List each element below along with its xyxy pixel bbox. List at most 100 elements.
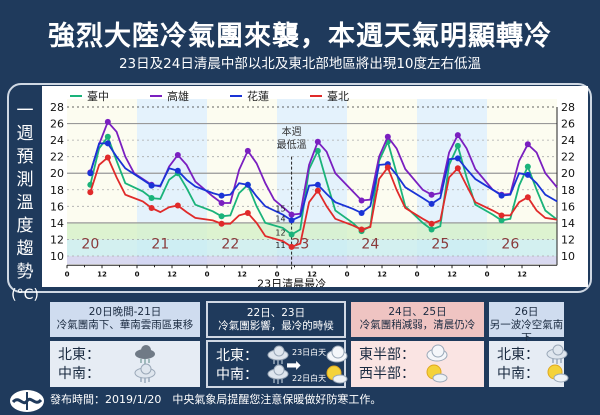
data-point <box>454 155 461 162</box>
data-point <box>314 187 321 194</box>
x-tick-label: 0 <box>485 270 490 278</box>
panel-3-header: 24日、25日 冷氣團稍減弱，清晨仍冷 <box>351 302 484 337</box>
x-tick-label: 12 <box>447 270 457 278</box>
x-tick-label: 12 <box>97 270 107 278</box>
panel-title: 24日、25日 <box>388 306 447 318</box>
region-label: 東半部： <box>359 347 415 363</box>
arrow-right-icon: ➡ <box>286 355 302 376</box>
day-label: 22 <box>221 237 239 253</box>
y-tick-label-right: 24 <box>561 134 575 147</box>
y-tick-label-right: 12 <box>561 233 575 246</box>
sun-cloud-icon <box>424 362 450 392</box>
x-tick-label: 0 <box>65 270 70 278</box>
x-tick-label: 0 <box>345 270 350 278</box>
data-point <box>358 197 365 204</box>
y-tick-label-left: 26 <box>50 118 64 131</box>
y-tick-label-right: 10 <box>561 250 575 263</box>
page-title: 強烈大陸冷氣團來襲，本週天氣明顯轉冷 <box>48 21 552 52</box>
region-label: 中南： <box>497 366 539 382</box>
side-char: 一 <box>16 101 34 121</box>
side-char: 溫 <box>16 193 34 213</box>
panel-desc: 冷氣團影響，最冷的時候 <box>218 320 334 332</box>
lowest-temp-note: 本週 <box>282 125 302 138</box>
region-label: 中南： <box>216 367 258 383</box>
x-tick-label: 0 <box>415 270 420 278</box>
data-point <box>314 138 321 145</box>
legend-label: 臺中 <box>87 89 109 103</box>
data-point <box>87 170 94 177</box>
data-point <box>454 132 461 139</box>
y-tick-label-right: 20 <box>561 167 575 180</box>
lowest-temp-value: 15 <box>275 205 285 214</box>
x-tick-label: 12 <box>167 270 177 278</box>
rain-cloud-icon <box>266 344 292 374</box>
data-point <box>288 243 295 250</box>
panel-desc: 冷氣團稍減弱，清晨仍冷 <box>359 319 476 331</box>
y-tick-label-right: 16 <box>561 200 575 213</box>
data-point <box>148 195 155 202</box>
data-point <box>174 152 181 159</box>
y-tick-label-right: 28 <box>561 101 575 114</box>
region-label: 西半部： <box>359 366 415 382</box>
sun-cloud-icon <box>324 363 350 393</box>
lowest-temp-value: 14 <box>275 214 285 223</box>
day-label: 26 <box>501 237 519 253</box>
panel-1-body: 北東： 中南： <box>50 341 200 387</box>
y-tick-label-right: 26 <box>561 118 575 131</box>
data-point <box>498 217 505 224</box>
side-char: 週 <box>16 124 34 144</box>
rain-cloud-icon <box>133 343 159 373</box>
series-line-臺北 <box>89 156 558 248</box>
data-point <box>104 154 111 161</box>
data-point <box>454 142 461 149</box>
data-point <box>524 194 531 201</box>
panel-2-header: 22日、23日 冷氣團影響，最冷的時候 <box>206 301 346 338</box>
x-tick-label: 12 <box>377 270 387 278</box>
data-point <box>244 181 251 188</box>
x-annotation-label: 23日清晨最冷 <box>257 277 326 287</box>
data-point <box>148 204 155 211</box>
footer-text: 發布時間：2019/1/20 中央氣象局提醒您注意保暖做好防寒工作。 <box>50 393 382 406</box>
x-tick-label: 12 <box>307 270 317 278</box>
y-tick-label-left: 12 <box>50 233 64 246</box>
data-point <box>454 165 461 172</box>
data-point <box>288 217 295 224</box>
day-label: 24 <box>361 237 379 253</box>
data-point <box>428 191 435 198</box>
x-tick-label: 0 <box>205 270 210 278</box>
data-point <box>314 181 321 188</box>
day-label: 23 <box>291 237 309 253</box>
page-subtitle: 23日及24日清晨中部以北及東北部地區將出現10度左右低溫 <box>118 56 482 72</box>
data-point <box>218 200 225 207</box>
panel-4-header: 26日 另一波冷空氣南下 <box>489 302 564 344</box>
panel-1-header: 20日晚間-21日 冷氣團南下、華南雲雨區東移 <box>50 302 200 337</box>
side-label: 一 週 預 測 溫 度 趨 勢 (°C) <box>10 100 40 307</box>
region-label: 北東： <box>497 347 539 363</box>
region-label: 北東： <box>216 348 258 364</box>
series-line-臺中 <box>89 134 558 236</box>
data-point <box>174 167 181 174</box>
region-label: 北東： <box>58 347 100 363</box>
y-tick-label-left: 16 <box>50 200 64 213</box>
lowest-temp-note: 最低溫 <box>277 138 307 151</box>
cwb-logo-icon <box>10 390 44 412</box>
data-point <box>218 213 225 220</box>
time-note: 22日白天 <box>292 374 327 383</box>
x-tick-label: 12 <box>237 270 247 278</box>
panel-title: 20日晚間-21日 <box>88 306 162 318</box>
day-label: 25 <box>431 237 449 253</box>
side-char: 趨 <box>16 239 34 259</box>
y-tick-label-left: 20 <box>50 167 64 180</box>
cloud-icon <box>424 343 450 373</box>
data-point <box>524 171 531 178</box>
panel-desc: 冷氣團南下、華南雲雨區東移 <box>56 319 194 331</box>
panel-3-body: 東半部： 西半部： <box>351 341 484 387</box>
light-rain-cloud-icon <box>545 343 571 373</box>
panel-desc: 另一波冷空氣南下 <box>489 319 564 344</box>
data-point <box>428 200 435 207</box>
data-point <box>288 211 295 218</box>
sun-cloud-icon <box>545 362 571 392</box>
time-note: 23日白天 <box>292 348 327 357</box>
data-point <box>384 133 391 140</box>
chart-frame <box>7 83 592 293</box>
